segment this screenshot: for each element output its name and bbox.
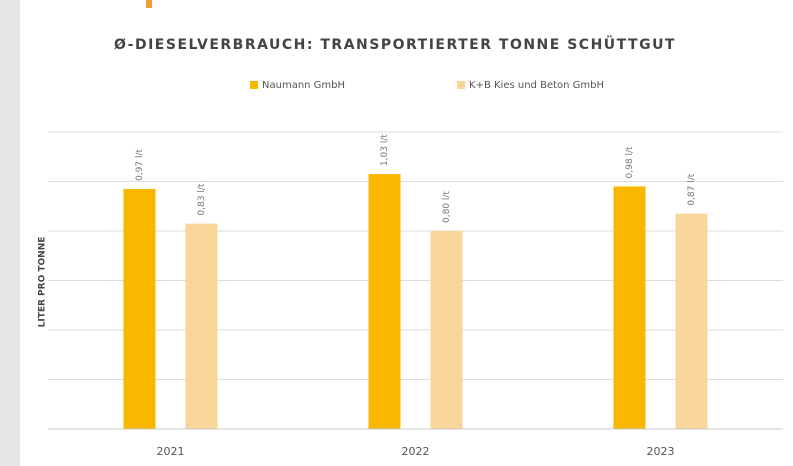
data-label: 0,83 l/t (197, 183, 207, 215)
legend-label: Naumann GmbH (262, 80, 345, 91)
x-tick-label: 2021 (157, 445, 185, 458)
bar (368, 174, 401, 429)
x-tick-label: 2023 (647, 445, 675, 458)
y-axis-label: LITER PRO TONNE (38, 237, 48, 328)
bar (613, 186, 646, 429)
data-label: 0,97 l/t (135, 148, 145, 180)
legend-label: K+B Kies und Beton GmbH (469, 80, 604, 91)
legend-swatch (457, 81, 466, 89)
accent (146, 0, 152, 8)
legend-swatch (250, 81, 258, 89)
x-tick-label: 2022 (402, 445, 430, 458)
data-label: 0,87 l/t (687, 173, 697, 205)
bar (675, 213, 708, 429)
data-label: 0,80 l/t (442, 191, 452, 223)
bar (185, 223, 218, 429)
chart-title: Ø-DIESELVERBRAUCH: TRANSPORTIERTER TONNE… (114, 35, 676, 53)
data-label: 1,03 l/t (380, 134, 390, 166)
bar (123, 188, 156, 429)
bar (430, 231, 463, 429)
data-label: 0,98 l/t (625, 146, 635, 178)
